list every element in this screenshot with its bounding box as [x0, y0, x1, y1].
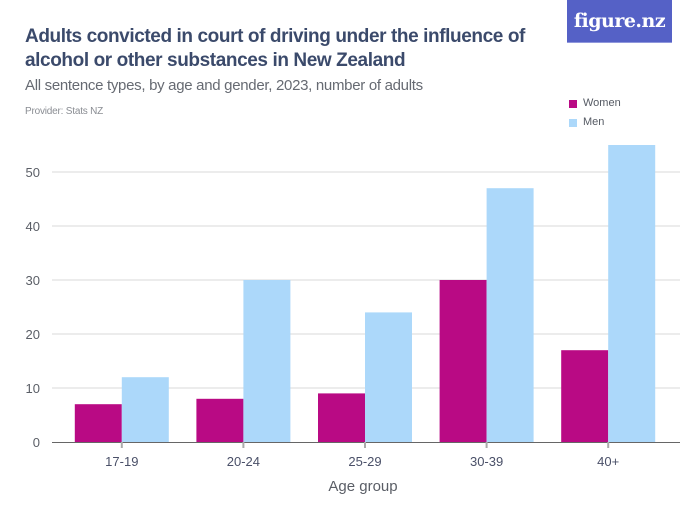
bar-women-25-29 [318, 393, 365, 442]
bar-men-25-29 [365, 312, 412, 442]
x-tick-label: 30-39 [470, 454, 503, 469]
figure-nz-logo[interactable]: figure.nz [567, 0, 672, 43]
bar-women-30-39 [439, 280, 487, 442]
y-tick-label: 10 [26, 381, 40, 396]
x-tick-label: 40+ [597, 454, 619, 469]
x-axis-label: Age group [328, 478, 397, 495]
x-tick-label: 25-29 [348, 454, 381, 469]
legend-swatch-women [569, 100, 577, 108]
y-tick-label: 20 [26, 327, 40, 342]
chart-title: Adults convicted in court of driving und… [25, 26, 525, 71]
legend-item-women: Women [569, 93, 621, 112]
legend-item-men: Men [569, 112, 621, 131]
chart-subtitle: All sentence types, by age and gender, 2… [25, 77, 423, 94]
x-axis: 17-19 20-24 25-29 30-39 40+ [52, 442, 680, 469]
bar-men-40+ [608, 145, 656, 442]
bar-women-20-24 [196, 398, 244, 442]
y-axis-ticks: 0 10 20 30 40 50 [26, 165, 40, 450]
y-tick-label: 40 [26, 219, 40, 234]
bar-men-17-19 [121, 377, 169, 442]
bars [74, 145, 656, 442]
legend-swatch-men [569, 119, 577, 127]
legend: Women Men [569, 93, 621, 131]
x-tick-label: 17-19 [105, 454, 138, 469]
legend-label-women: Women [583, 96, 621, 109]
bar-men-30-39 [486, 188, 534, 442]
bar-women-17-19 [74, 404, 122, 442]
x-tick-label: 20-24 [227, 454, 260, 469]
y-tick-label: 30 [26, 273, 40, 288]
bar-men-20-24 [243, 280, 291, 442]
provider-text: Provider: Stats NZ [25, 106, 104, 117]
y-tick-label: 50 [26, 165, 40, 180]
legend-label-men: Men [583, 115, 605, 128]
y-tick-label: 0 [33, 435, 40, 450]
bar-women-40+ [561, 350, 609, 442]
